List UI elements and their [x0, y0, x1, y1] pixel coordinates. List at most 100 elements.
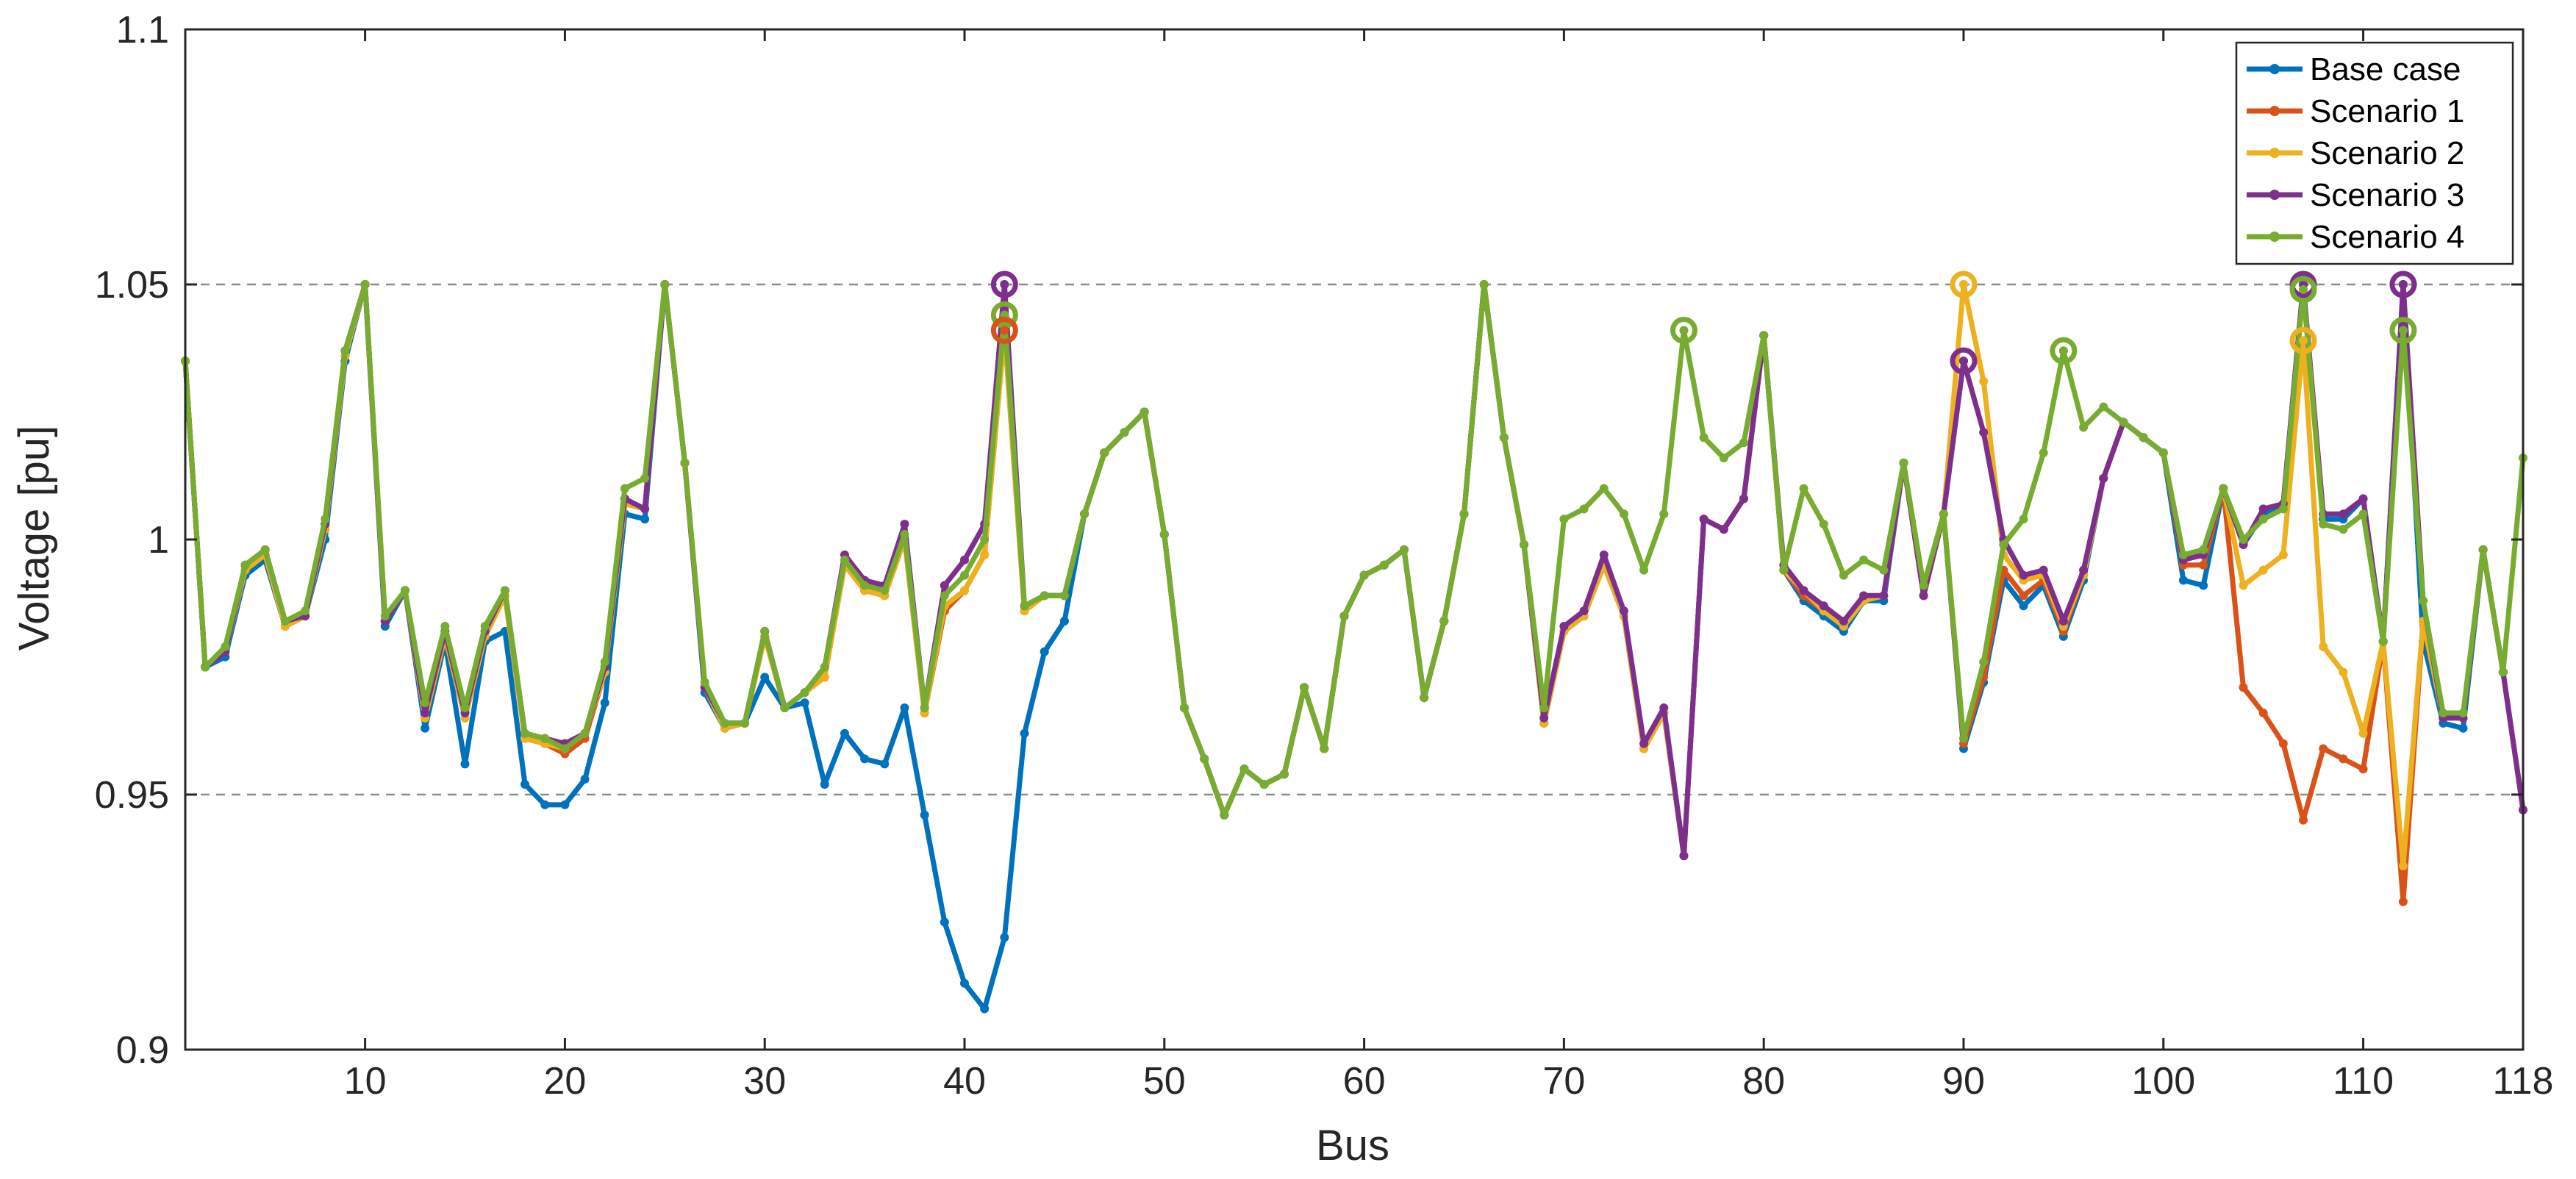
data-point: [2258, 565, 2268, 575]
data-point: [1919, 581, 1928, 590]
y-tick-label: 1.1: [116, 9, 169, 51]
data-point: [1040, 647, 1049, 656]
data-point: [1619, 606, 1628, 616]
data-point: [380, 612, 390, 621]
data-point: [700, 678, 709, 687]
data-point: [1379, 560, 1389, 570]
data-point: [520, 728, 530, 738]
data-point: [1439, 617, 1449, 626]
data-point: [2319, 642, 2328, 651]
data-point: [1958, 734, 1968, 743]
data-point: [1699, 433, 1709, 442]
data-point: [880, 759, 890, 769]
data-point: [2199, 581, 2208, 590]
data-point: [2339, 667, 2348, 677]
data-point: [2358, 509, 2368, 519]
highlight-marker: [1670, 316, 1697, 344]
legend-marker: [2269, 190, 2280, 200]
legend-entry: Scenario 2: [2247, 135, 2464, 171]
data-point: [421, 708, 430, 717]
data-point: [840, 728, 849, 738]
data-point: [2258, 515, 2268, 524]
legend-entry: Scenario 1: [2247, 93, 2464, 129]
y-tick-label: 0.95: [95, 774, 169, 817]
data-point: [1080, 509, 1090, 519]
highlight-marker-dot: [2398, 326, 2408, 335]
data-point: [640, 504, 650, 514]
data-point: [480, 621, 490, 631]
legend-entry: Base case: [2247, 51, 2461, 87]
data-point: [2119, 418, 2128, 427]
data-point: [2458, 723, 2468, 733]
data-point: [221, 642, 230, 651]
data-point: [1579, 504, 1589, 514]
data-point: [460, 703, 470, 713]
data-point: [2439, 708, 2448, 717]
data-point: [1239, 764, 1249, 774]
legend: Base case Scenario 1 Scenario 2 Scenario 3 S…: [2235, 41, 2514, 265]
data-point: [520, 780, 530, 789]
data-point: [421, 723, 430, 733]
data-point: [900, 703, 909, 713]
data-point: [1539, 703, 1549, 713]
data-point: [940, 591, 949, 601]
data-point: [940, 917, 949, 927]
highlight-marker-dot: [2299, 336, 2308, 345]
data-point: [920, 810, 929, 820]
data-point: [860, 754, 870, 764]
data-point: [1040, 591, 1049, 601]
highlight-marker-dot: [1958, 356, 1968, 366]
data-point: [960, 978, 969, 988]
data-point: [2199, 545, 2208, 554]
data-point: [2239, 581, 2248, 590]
data-point: [1559, 515, 1569, 524]
data-point: [780, 703, 790, 713]
data-point: [2378, 637, 2388, 646]
series-line: [182, 282, 2526, 818]
data-point: [2158, 448, 2168, 458]
highlight-marker-dot: [1000, 280, 1009, 289]
data-point: [1879, 565, 1889, 575]
data-point: [680, 458, 690, 467]
data-point: [600, 657, 609, 667]
data-point: [1300, 683, 1309, 692]
data-point: [1120, 428, 1129, 437]
data-point: [800, 688, 809, 698]
data-point: [1399, 545, 1409, 554]
data-point: [2498, 667, 2508, 677]
data-point: [1659, 509, 1669, 519]
data-point: [980, 535, 990, 544]
data-point: [2099, 402, 2108, 412]
data-point: [2079, 565, 2089, 575]
data-point: [2358, 494, 2368, 504]
data-point: [2339, 754, 2348, 764]
data-point: [1899, 458, 1908, 467]
axes: 10 20 30 40 50 60 70 80 90 100 110 118 0.9 0.95 1 1.05 1…: [95, 9, 2554, 1103]
highlight-marker: [1950, 270, 1978, 298]
data-point: [2019, 601, 2028, 611]
data-point: [1799, 586, 1808, 595]
data-point: [1539, 713, 1549, 723]
highlight-marker: [2289, 326, 2317, 354]
data-point: [1759, 331, 1769, 340]
data-point: [1279, 770, 1289, 779]
data-point: [1859, 591, 1869, 601]
data-point: [2178, 576, 2188, 585]
data-point: [1679, 851, 1689, 861]
data-point: [2199, 560, 2208, 570]
highlight-marker-dot: [2058, 346, 2068, 356]
data-point: [1859, 555, 1869, 565]
highlight-marker: [2389, 270, 2417, 298]
data-point: [1599, 484, 1609, 493]
legend-marker: [2269, 232, 2280, 242]
data-point: [2139, 433, 2148, 442]
x-tick-label: 30: [743, 1060, 786, 1103]
data-point: [2039, 448, 2048, 458]
data-point: [2219, 484, 2228, 493]
data-point: [2339, 509, 2348, 519]
data-point: [1739, 438, 1748, 448]
x-axis-label: Bus: [1316, 1122, 1389, 1169]
x-tick-label: 10: [344, 1060, 387, 1103]
legend-label: Scenario 4: [2310, 219, 2464, 255]
